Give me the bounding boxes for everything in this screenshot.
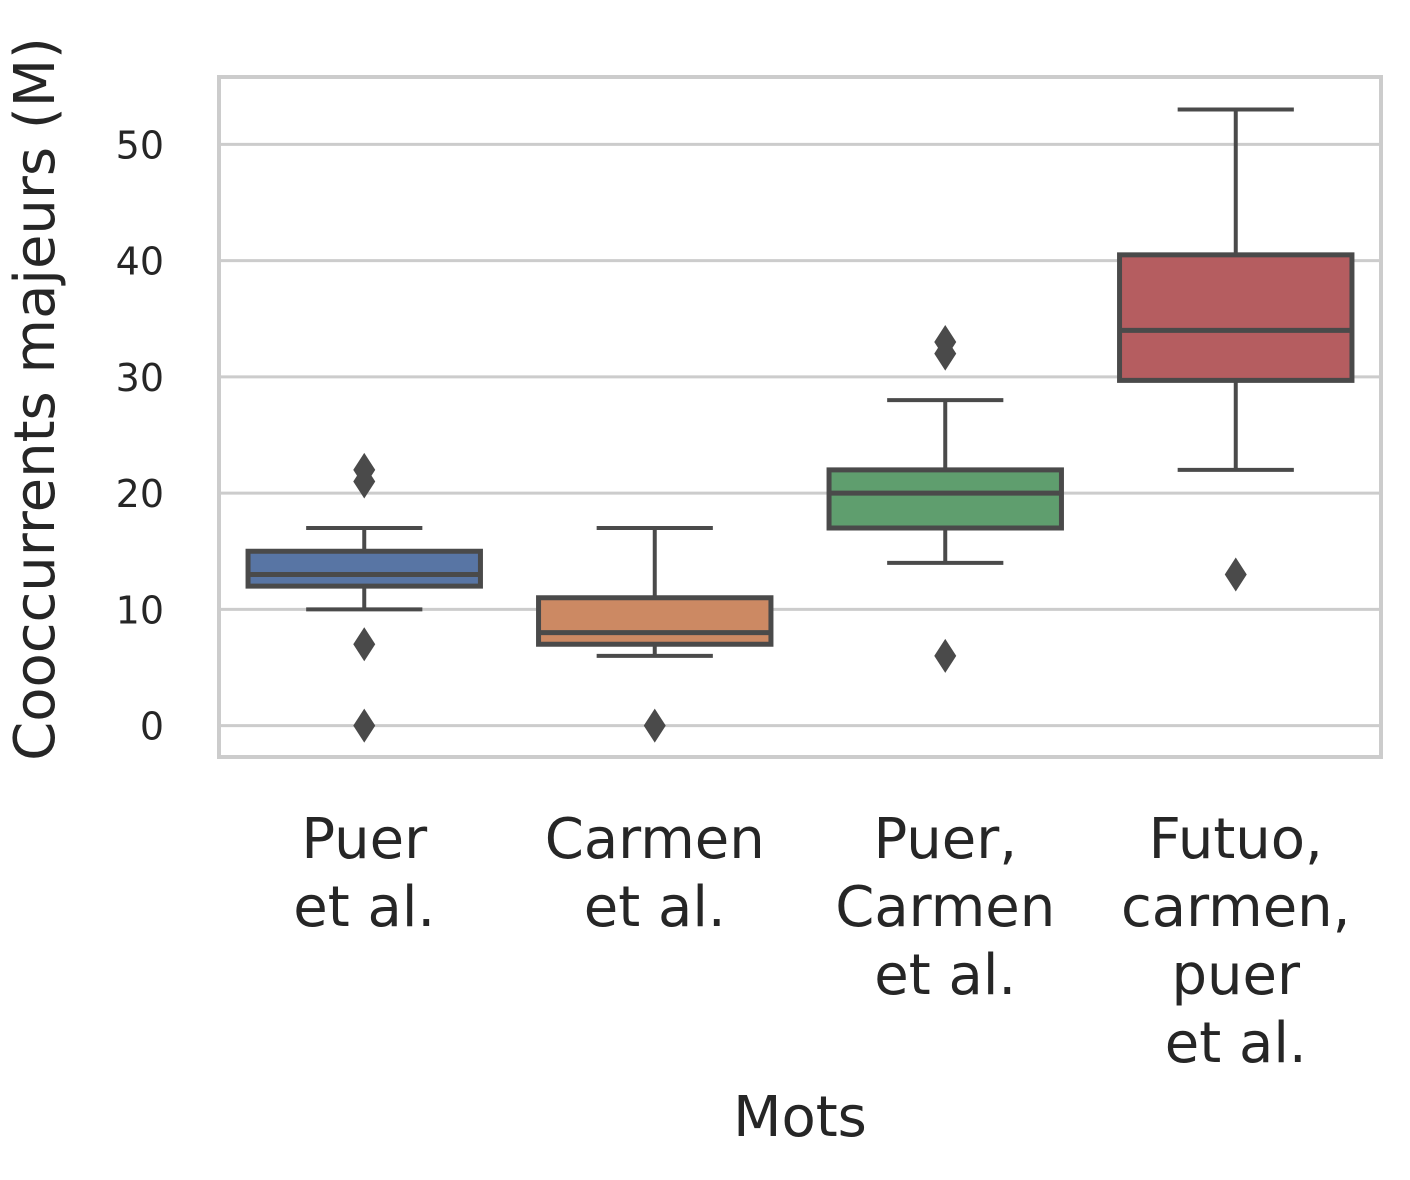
x-tick-label: Puer et al.	[293, 807, 435, 940]
box	[245, 548, 483, 589]
y-tick-label: 20	[116, 472, 164, 516]
x-tick-label-line: puer	[1171, 943, 1300, 1008]
y-tick-labels: 0 10 20 30 40 50	[116, 123, 164, 748]
gridlines	[219, 142, 1381, 728]
x-tick-label-line: Puer,	[873, 807, 1017, 872]
y-tick-label: 10	[116, 588, 164, 632]
outlier-point	[353, 464, 376, 499]
outlier-point	[643, 708, 666, 743]
y-tick-label: 40	[116, 240, 164, 284]
y-tick-label: 50	[116, 123, 164, 167]
y-tick-label: 0	[140, 705, 164, 749]
x-tick-label: Carmen et al.	[545, 807, 765, 940]
boxes	[245, 107, 1355, 743]
y-tick-label: 30	[116, 356, 164, 400]
x-tick-label: Futuo, carmen, puer et al.	[1121, 807, 1350, 1076]
x-tick-label-line: et al.	[293, 875, 435, 940]
outlier-point	[353, 627, 376, 662]
box	[536, 595, 774, 647]
box	[826, 467, 1064, 531]
box	[1117, 252, 1355, 383]
x-axis-title: Mots	[733, 1085, 867, 1150]
x-tick-label-line: Futuo,	[1149, 807, 1323, 872]
outlier-point	[353, 708, 376, 743]
outlier-point	[934, 638, 957, 673]
y-axis-title: Cooccurrents majeurs (M)	[3, 37, 68, 761]
outlier-point	[934, 336, 957, 371]
x-tick-label-line: Puer	[301, 807, 428, 872]
plot-frame	[217, 75, 1383, 759]
box-group	[1117, 107, 1355, 592]
x-tick-label-line: et al.	[874, 943, 1016, 1008]
x-tick-label-line: Carmen	[835, 875, 1055, 940]
x-tick-label-line: Carmen	[545, 807, 765, 872]
x-tick-label-line: et al.	[1165, 1011, 1307, 1076]
box-group	[826, 325, 1064, 673]
outlier-point	[1224, 557, 1247, 592]
box-group	[536, 526, 774, 743]
x-tick-label-line: carmen,	[1121, 875, 1350, 940]
box-group	[245, 452, 483, 743]
x-tick-label: Puer, Carmen et al.	[835, 807, 1055, 1008]
x-tick-label-line: et al.	[584, 875, 726, 940]
x-tick-labels: Puer et al.Carmen et al.Puer, Carmen et al.F…	[293, 807, 1350, 1076]
